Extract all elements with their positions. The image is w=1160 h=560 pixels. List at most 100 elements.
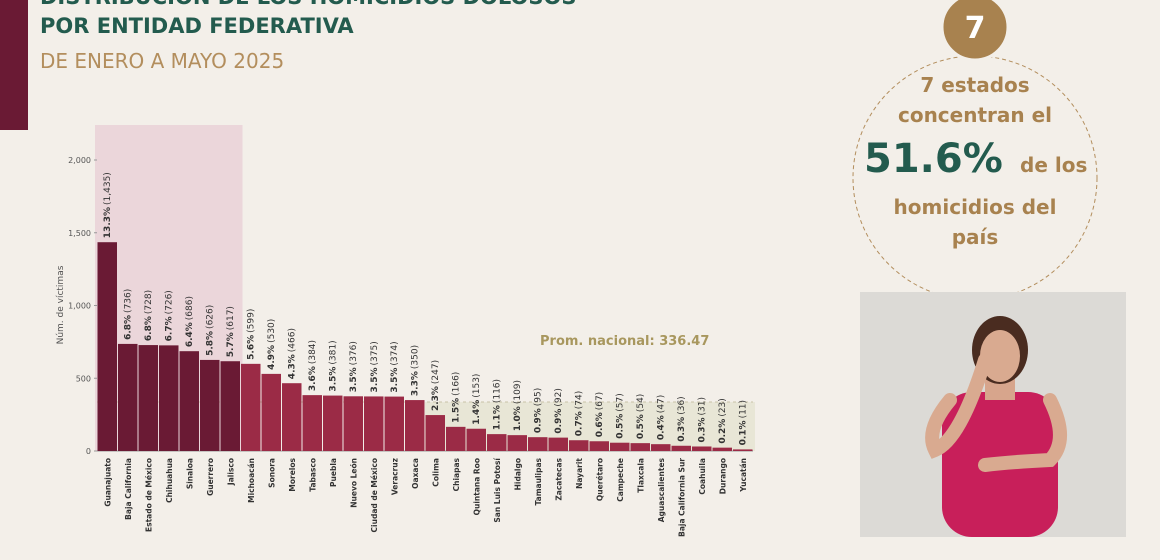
bar [528, 437, 548, 451]
share-label: 0.9% [534, 408, 544, 433]
x-tick-label: Hidalgo [513, 458, 522, 490]
callout-text: homicidios del [894, 195, 1057, 219]
count-label: (530) [267, 319, 277, 343]
share-label: 5.6% [247, 335, 257, 360]
bar [733, 449, 753, 451]
bar [630, 443, 650, 451]
x-tick-label: Morelos [288, 457, 297, 491]
count-label: (116) [493, 379, 503, 403]
bar [159, 345, 179, 451]
bar [405, 400, 425, 451]
count-label: (57) [616, 393, 626, 411]
count-label: (599) [247, 309, 257, 333]
count-label: (350) [411, 345, 421, 369]
value-label: 13.3% (1,435) [103, 172, 113, 238]
y-tick-label: 2,000 [68, 156, 91, 165]
figure-arm [925, 353, 992, 459]
count-label: (726) [165, 290, 175, 314]
value-label: 1.4% (153) [472, 374, 482, 425]
y-tick-label: 1,500 [68, 229, 91, 238]
count-label: (47) [657, 395, 667, 413]
badge-number: 7 [965, 11, 986, 46]
x-tick-label: Chiapas [452, 457, 461, 491]
value-label: 3.3% (350) [411, 345, 421, 396]
value-label: 1.0% (109) [513, 380, 523, 431]
value-label: 3.5% (375) [370, 341, 380, 392]
value-label: 0.4% (47) [657, 395, 667, 440]
x-tick-label: Baja California Sur [677, 458, 686, 537]
share-label: 1.0% [513, 406, 523, 431]
bar [200, 359, 220, 451]
x-tick-label: Querétaro [595, 458, 604, 501]
share-label: 6.8% [124, 315, 134, 340]
value-label: 0.2% (23) [718, 398, 728, 443]
value-label: 0.6% (67) [595, 392, 605, 437]
x-tick-label: Chihuahua [165, 458, 174, 503]
share-label: 3.5% [349, 367, 359, 392]
bar [97, 242, 117, 451]
value-label: 3.6% (384) [308, 340, 318, 391]
bar [589, 441, 609, 451]
bar [282, 383, 302, 451]
bar [466, 428, 486, 451]
callout-figure: 51.6% [864, 136, 1003, 182]
x-tick-label: Oaxaca [411, 458, 420, 489]
share-label: 6.7% [165, 316, 175, 341]
y-tick-label: 0 [86, 447, 91, 456]
share-label: 0.7% [575, 411, 585, 436]
x-tick-label: Nayarit [575, 458, 584, 489]
bar [118, 343, 138, 451]
subtitle: DE ENERO A MAYO 2025 [40, 49, 284, 73]
value-label: 6.8% (728) [144, 290, 154, 341]
bar [138, 345, 158, 451]
title-line: DISTRIBUCIÓN DE LOS HOMICIDIOS DOLOSOS [40, 0, 576, 9]
share-label: 5.8% [206, 331, 216, 356]
count-label: (109) [513, 380, 523, 404]
share-label: 0.5% [616, 414, 626, 439]
x-tick-label: Michoacán [247, 458, 256, 503]
y-tick-label: 500 [76, 374, 91, 383]
count-label: (166) [452, 372, 462, 396]
share-label: 3.5% [370, 367, 380, 392]
value-label: 0.1% (11) [739, 400, 749, 445]
x-tick-label: Aguascalientes [657, 457, 666, 522]
x-tick-label: Estado de México [144, 458, 153, 532]
bar [425, 415, 445, 451]
count-label: (67) [595, 392, 605, 410]
bar [548, 437, 568, 451]
value-label: 3.5% (381) [329, 340, 339, 391]
bar [507, 435, 527, 451]
share-label: 13.3% [103, 207, 113, 238]
y-tick-label: 1,000 [68, 302, 91, 311]
count-label: (466) [288, 328, 298, 352]
share-label: 4.9% [267, 345, 277, 370]
x-tick-label: Guerrero [206, 458, 215, 496]
figure-arm [978, 393, 1067, 472]
x-tick-label: Yucatán [739, 458, 748, 493]
count-label: (686) [185, 296, 195, 320]
accent-bar [0, 0, 28, 130]
value-label: 0.9% (92) [554, 388, 564, 433]
count-label: (153) [472, 374, 482, 398]
x-tick-label: Colima [431, 458, 440, 487]
count-label: (617) [226, 306, 236, 330]
count-label: (728) [144, 290, 154, 314]
share-label: 1.1% [493, 405, 503, 430]
figure-face [980, 330, 1020, 382]
x-tick-label: Quintana Roo [472, 458, 481, 515]
share-label: 0.5% [636, 414, 646, 439]
x-tick-label: Durango [718, 458, 727, 494]
count-label: (11) [739, 400, 749, 418]
value-label: 5.8% (626) [206, 305, 216, 356]
value-label: 0.3% (31) [698, 397, 708, 442]
bar [343, 396, 363, 451]
x-tick-label: Puebla [329, 458, 338, 487]
title-line: POR ENTIDAD FEDERATIVA [40, 14, 354, 38]
x-tick-label: Nuevo León [349, 458, 358, 508]
count-label: (375) [370, 341, 380, 365]
bar [179, 351, 199, 451]
count-label: (736) [124, 289, 134, 313]
count-label: (1,435) [103, 172, 113, 205]
share-label: 6.8% [144, 316, 154, 341]
